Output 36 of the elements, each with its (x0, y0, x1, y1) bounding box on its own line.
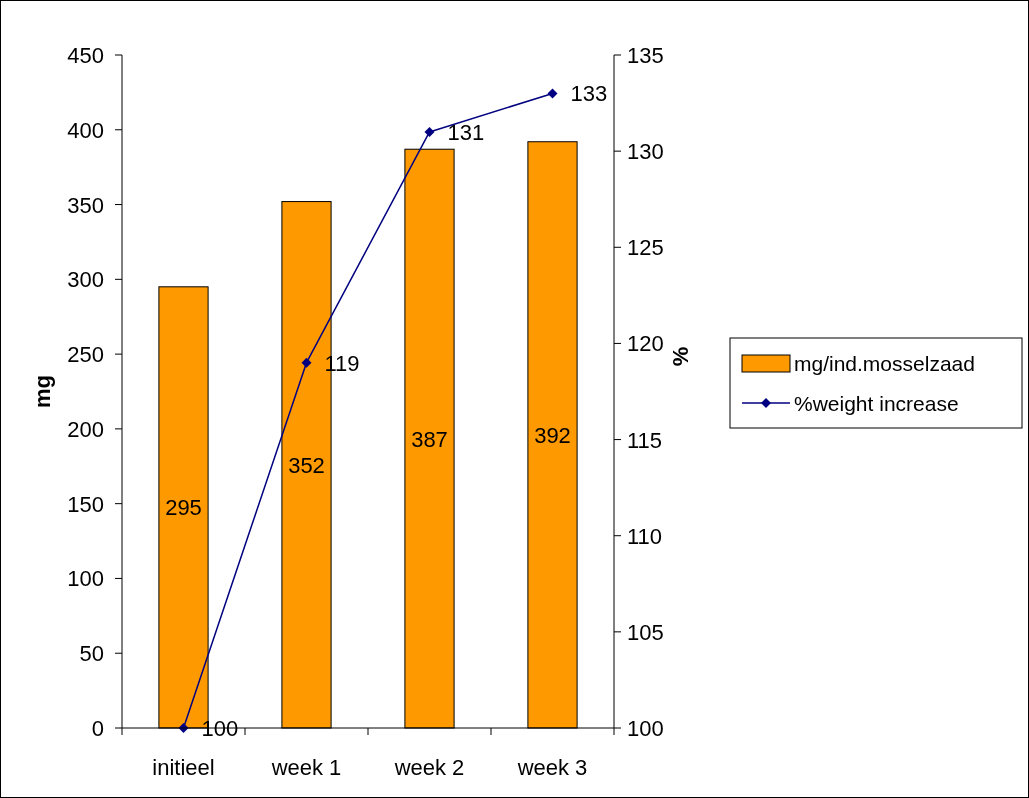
y-tick-label: 300 (67, 267, 104, 293)
x-tick-label: initieel (152, 755, 215, 780)
y2-tick-label: 105 (627, 619, 664, 645)
point (424, 126, 435, 137)
y-tick-label: 250 (67, 342, 104, 368)
data-label: 295 (165, 495, 202, 521)
y-tick-label: 0 (91, 716, 104, 741)
x-tick-label: week 1 (270, 755, 342, 780)
y-tick-label: 450 (67, 43, 104, 68)
y-tick-label: 400 (67, 117, 104, 143)
y2-tick-label: 130 (627, 139, 664, 165)
y2-tick-label: 135 (627, 43, 664, 68)
point (301, 357, 312, 368)
data-label: 131 (447, 119, 485, 145)
point (547, 88, 558, 99)
data-label: 133 (570, 81, 608, 107)
data-label: 100 (201, 716, 239, 741)
y2-tick-label: 115 (627, 427, 663, 453)
x-tick-label: week 3 (516, 755, 588, 780)
y-tick-label: 150 (67, 491, 104, 517)
y-tick-label: 100 (67, 566, 104, 592)
data-label: 352 (288, 452, 325, 478)
y-axis-title: mg (30, 375, 55, 408)
data-label: 387 (411, 426, 448, 452)
y2-tick-label: 100 (627, 716, 664, 741)
y2-tick-label: 125 (627, 235, 664, 261)
y-tick-label: 350 (67, 192, 104, 218)
legend-label: mg/ind.mosselzaad (794, 352, 975, 375)
y2-tick-label: 110 (627, 523, 663, 549)
y-tick-label: 50 (79, 641, 104, 667)
x-tick-label: week 2 (393, 755, 465, 780)
legend-label: %weight increase (794, 392, 959, 415)
y2-tick-label: 120 (627, 331, 664, 357)
data-label: 392 (534, 422, 571, 448)
y-tick-label: 200 (67, 416, 104, 442)
y2-axis-title: % (668, 346, 693, 367)
